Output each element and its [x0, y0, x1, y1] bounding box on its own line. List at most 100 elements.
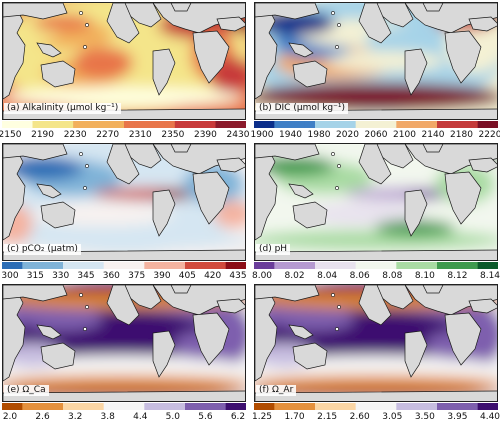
- colorbar-step: [355, 403, 367, 410]
- colorbar-step: [144, 121, 155, 128]
- land-mass: [40, 201, 76, 229]
- land-mass: [255, 144, 320, 161]
- land-mass: [40, 60, 76, 88]
- colorbar-step: [225, 121, 237, 128]
- land-mass: [192, 312, 230, 366]
- colorbar-step: [325, 262, 336, 269]
- colorbar-step: [325, 121, 336, 128]
- colorbar-step: [42, 403, 54, 410]
- colorbar-step: [396, 403, 407, 410]
- colorbar-step: [457, 121, 468, 128]
- land-mass: [358, 144, 392, 185]
- colorbar-step: [487, 121, 498, 128]
- colorbar-step: [73, 121, 84, 128]
- land-mass: [444, 30, 482, 84]
- colorbar-tick-label: 8.00: [251, 271, 273, 281]
- colorbar-step: [185, 121, 196, 128]
- colorbar-step: [396, 262, 407, 269]
- colorbar-tick-label: 4.4: [133, 412, 148, 422]
- land-mass: [255, 3, 320, 20]
- colorbar-tick-label: 8.14: [479, 271, 500, 281]
- panel-label: (f) Ω_Ar: [256, 385, 297, 396]
- colorbar-step: [345, 121, 357, 128]
- alkalinity-map: [2, 2, 246, 120]
- station-marker: [331, 11, 335, 15]
- colorbar-step: [32, 121, 44, 128]
- colorbar-step: [235, 262, 246, 269]
- station-marker: [85, 164, 89, 168]
- colorbar-step: [185, 403, 196, 410]
- colorbar-tick-label: 330: [52, 271, 70, 281]
- colorbar-tick-label: 2220: [478, 130, 500, 140]
- colorbar-step: [52, 121, 64, 128]
- land-mass: [444, 171, 482, 225]
- colorbar-step: [215, 403, 227, 410]
- station-marker: [85, 23, 89, 27]
- colorbar-step: [113, 121, 125, 128]
- colorbar-step: [93, 121, 105, 128]
- colorbar-step: [22, 403, 33, 410]
- land-mass: [192, 171, 230, 225]
- colorbar-step: [174, 403, 186, 410]
- ocean-region: [23, 307, 103, 331]
- panel-label: (e) Ω_Ca: [4, 385, 49, 396]
- omega-ar-map: [254, 284, 498, 402]
- colorbar-step: [134, 403, 145, 410]
- colorbar-tick-label: 420: [204, 271, 222, 281]
- land-mass: [358, 3, 392, 44]
- land-mass: [170, 3, 192, 12]
- colorbar-tick-label: 8.12: [447, 271, 468, 281]
- ocean-region: [255, 230, 497, 250]
- colorbar-step: [52, 403, 64, 410]
- station-marker: [331, 152, 335, 156]
- land-mass: [288, 183, 314, 199]
- omega-ar-colorbar-svg: [254, 403, 498, 410]
- land-mass: [468, 157, 497, 173]
- alkalinity-colorbar-ticks: 2150 2190 2230 2270 2310 2350 2390 2430: [0, 130, 249, 142]
- omega-ar-colorbar: [254, 403, 498, 410]
- colorbar-step: [284, 403, 296, 410]
- colorbar-step: [93, 403, 105, 410]
- colorbar-step: [164, 403, 176, 410]
- colorbar-step: [335, 262, 346, 269]
- omega-ca-colorbar-svg: [2, 403, 246, 410]
- colorbar-tick-label: 8.06: [349, 271, 370, 281]
- land-mass: [358, 285, 392, 326]
- land-mass: [36, 42, 62, 58]
- panel-label: (c) pCO₂ (μatm): [4, 244, 81, 255]
- land-mass: [292, 342, 328, 370]
- land-mass: [106, 285, 140, 326]
- ph-colorbar-svg: [254, 262, 498, 269]
- colorbar-step: [134, 262, 145, 269]
- colorbar-step: [406, 403, 418, 410]
- colorbar-step: [235, 403, 246, 410]
- dic-colorbar-ticks: 1900 1940 1980 2020 2060 2100 2140 2180 2220: [251, 130, 500, 142]
- dic-colorbar: [254, 121, 498, 128]
- land-mass: [422, 285, 444, 294]
- pco2-colorbar: [2, 262, 246, 269]
- dic-colorbar-svg: [254, 121, 498, 128]
- colorbar-step: [124, 262, 135, 269]
- colorbar-step: [22, 121, 33, 128]
- colorbar-step: [83, 262, 94, 269]
- colorbar-step: [447, 121, 458, 128]
- land-mass: [422, 144, 444, 153]
- colorbar-step: [437, 262, 448, 269]
- ph-map-svg: [255, 144, 497, 260]
- omega-ar-map-svg: [255, 285, 497, 401]
- land-mass: [106, 144, 140, 185]
- colorbar-step: [12, 262, 23, 269]
- colorbar-step: [215, 121, 227, 128]
- land-mass: [170, 285, 192, 294]
- colorbar-step: [32, 262, 44, 269]
- colorbar-step: [164, 262, 176, 269]
- colorbar-step: [294, 403, 306, 410]
- colorbar-step: [335, 121, 346, 128]
- land-mass: [404, 330, 428, 378]
- land-mass: [255, 249, 497, 260]
- station-marker: [335, 327, 339, 331]
- ocean-region: [255, 11, 335, 35]
- land-mass: [152, 330, 176, 378]
- omega-ca-colorbar: [2, 403, 246, 410]
- colorbar-step: [264, 403, 275, 410]
